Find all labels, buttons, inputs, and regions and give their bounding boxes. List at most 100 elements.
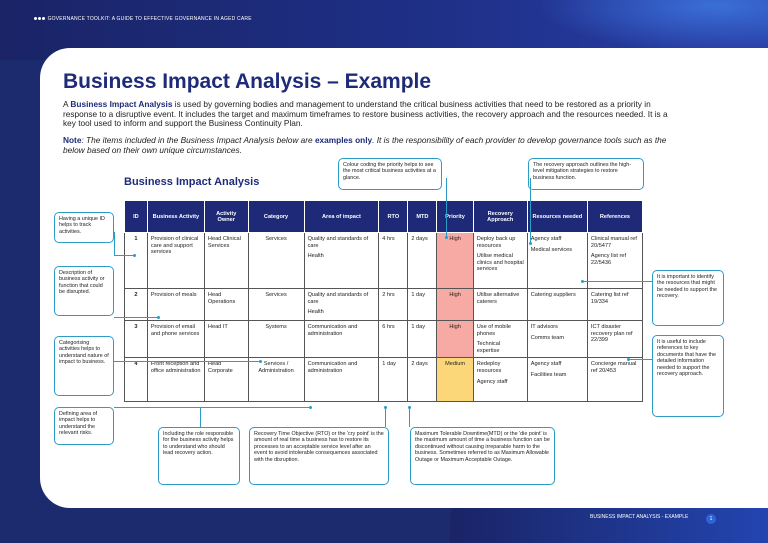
cell-references: ICT disaster recovery plan ref 22/399 — [586, 319, 644, 359]
cell-recovery: Use of mobile phones Technical expertise — [472, 319, 528, 359]
col-header-rto: RTO — [378, 200, 409, 233]
cell-rto: 2 hrs — [378, 288, 409, 321]
connector-recovery-dot — [529, 242, 532, 245]
connector-recovery — [530, 178, 531, 243]
table-row: 2 Provision of meals Head Operations Ser… — [124, 288, 644, 321]
cell-priority: High — [436, 319, 474, 359]
connector-resources-dot — [581, 280, 584, 283]
connector-priority-dot — [445, 236, 448, 239]
cell-priority: Medium — [436, 357, 474, 403]
cell-activity: Provision of meals — [146, 288, 205, 321]
cell-recovery: Utilise alternative caterers — [472, 288, 528, 321]
cell-owner: Head IT — [203, 319, 249, 359]
cell-category: Services / Administration — [247, 357, 305, 403]
col-header-id: ID — [124, 200, 148, 233]
cell-id: 3 — [124, 319, 148, 359]
cell-owner: Head Clinical Services — [203, 232, 249, 289]
callout-rto: Recovery Time Objective (RTO) or the 'cr… — [249, 427, 389, 485]
table-row: 3 Provision of email and phone services … — [124, 319, 644, 359]
connector-resources — [582, 281, 652, 282]
table-header-row: ID Business Activity Activity Owner Cate… — [124, 200, 644, 233]
table-row: 1 Provision of clinical care and support… — [124, 232, 644, 289]
col-header-activity: Business Activity — [146, 200, 205, 233]
col-header-priority: Priority — [436, 200, 474, 233]
cell-mtd: 2 days — [407, 357, 438, 403]
note-label: Note — [63, 135, 82, 145]
table-row: 4 Front reception and office administrat… — [124, 357, 644, 403]
connector-activity — [114, 317, 158, 318]
cell-mtd: 1 day — [407, 288, 438, 321]
connector-owner — [200, 408, 201, 427]
cell-category: Services — [247, 232, 305, 289]
footer-title: BUSINESS IMPACT ANALYSIS - EXAMPLE — [590, 514, 689, 520]
cell-activity: Provision of clinical care and support s… — [146, 232, 205, 289]
col-header-references: References — [586, 200, 644, 233]
cell-owner: Head Corporate — [203, 357, 249, 403]
cell-activity: Front reception and office administratio… — [146, 357, 205, 403]
page-title: Business Impact Analysis – Example — [63, 70, 432, 93]
cell-rto: 1 day — [378, 357, 409, 403]
col-header-mtd: MTD — [407, 200, 438, 233]
col-header-category: Category — [247, 200, 305, 233]
callout-owner: Including the role responsible for the b… — [158, 427, 240, 485]
cell-priority: High — [436, 232, 474, 289]
col-header-resources: Resources needed — [526, 200, 588, 233]
cell-impact: Communication and administration — [303, 357, 380, 403]
cell-resources: Agency staff Medical services — [526, 232, 588, 289]
business-impact-table: ID Business Activity Activity Owner Cate… — [124, 200, 644, 403]
cell-references: Concierge manual ref 20/453 — [586, 357, 644, 403]
callout-id: Having a unique ID helps to track activi… — [54, 212, 114, 243]
cell-impact: Quality and standards of care Health — [303, 232, 380, 289]
callout-activity: Description of business activity or func… — [54, 266, 114, 316]
callout-category: Categorising activities helps to underst… — [54, 336, 114, 396]
cell-priority: High — [436, 288, 474, 321]
cell-recovery: Deploy back up resources Utilise medical … — [472, 232, 528, 289]
table-title: Business Impact Analysis — [124, 176, 260, 188]
connector-id — [114, 255, 134, 256]
intro-term: Business Impact Analysis — [70, 99, 173, 109]
col-header-impact: Area of impact — [303, 200, 380, 233]
callout-mtd: Maximum Tolerable Downtime(MTD) or the '… — [410, 427, 555, 485]
header-breadcrumb: GOVERNANCE TOOLKIT: A GUIDE TO EFFECTIVE… — [34, 16, 252, 22]
cell-recovery: Redeploy resources Agency staff — [472, 357, 528, 403]
callout-priority: Colour coding the priority helps to see … — [338, 158, 442, 190]
cell-resources: Catering suppliers — [526, 288, 588, 321]
cell-id: 2 — [124, 288, 148, 321]
intro-paragraph: A Business Impact Analysis is used by go… — [63, 99, 668, 128]
connector-id-v — [114, 232, 115, 256]
callout-recovery: The recovery approach outlines the high-… — [528, 158, 644, 190]
callout-impact: Defining area of impact helps to underst… — [54, 407, 114, 445]
connector-impact — [114, 407, 310, 408]
cell-mtd: 1 day — [407, 319, 438, 359]
connector-priority — [446, 178, 447, 237]
callout-references: It is useful to include references to ke… — [652, 335, 724, 417]
cell-owner: Head Operations — [203, 288, 249, 321]
cell-references: Clinical manual ref 20/5477 Agency list r… — [586, 232, 644, 289]
cell-impact: Quality and standards of care Health — [303, 288, 380, 321]
cell-category: Systems — [247, 319, 305, 359]
connector-id-dot — [133, 254, 136, 257]
callout-resources: It is important to identify the resource… — [652, 270, 724, 326]
connector-category-dot — [259, 360, 262, 363]
page-number: 1 — [706, 514, 716, 524]
note-emphasis: examples only — [314, 135, 373, 145]
col-header-recovery: Recovery Approach — [472, 200, 528, 233]
cell-references: Catering list ref 19/334 — [586, 288, 644, 321]
connector-mtd — [409, 408, 410, 427]
cell-resources: IT advisors Comms team — [526, 319, 588, 359]
cell-mtd: 2 days — [407, 232, 438, 289]
cell-id: 1 — [124, 232, 148, 289]
cell-rto: 4 hrs — [378, 232, 409, 289]
connector-rto-dot — [384, 406, 387, 409]
cell-category: Services — [247, 288, 305, 321]
connector-references — [628, 359, 652, 360]
cell-impact: Communication and administration — [303, 319, 380, 359]
cell-resources: Agency staff Facilities team — [526, 357, 588, 403]
cell-id: 4 — [124, 357, 148, 403]
cell-rto: 6 hrs — [378, 319, 409, 359]
connector-rto — [385, 408, 386, 427]
connector-mtd-dot — [408, 406, 411, 409]
cell-activity: Provision of email and phone services — [146, 319, 205, 359]
col-header-owner: Activity Owner — [203, 200, 249, 233]
connector-references-dot — [627, 358, 630, 361]
